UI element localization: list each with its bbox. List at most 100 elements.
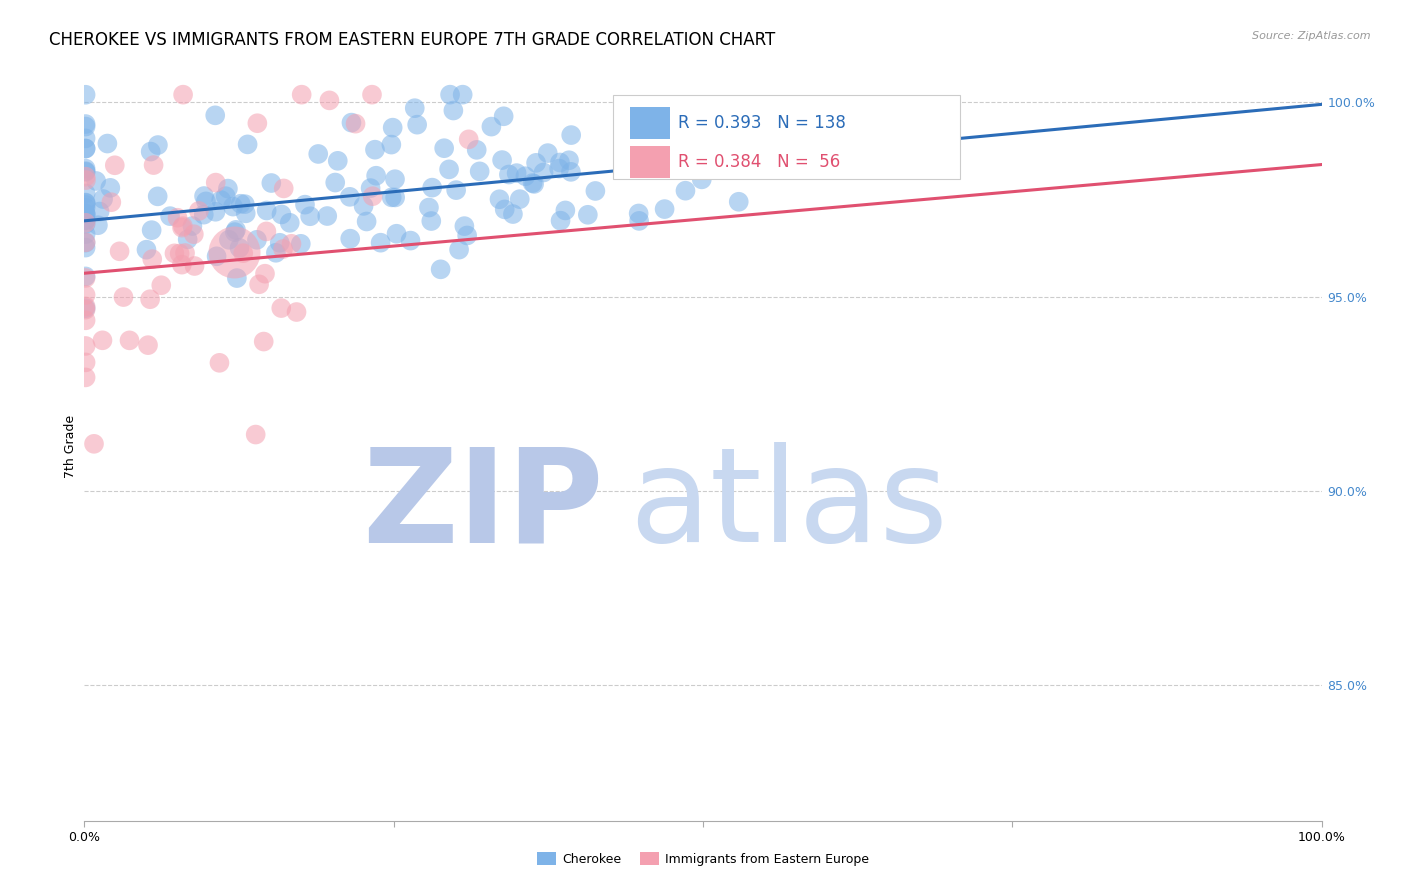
Point [75,87,97,102]
Point [75,213,97,227]
Point [229,196,252,211]
Point [576,208,599,222]
Point [904,155,927,169]
Point [381,120,404,135]
Point [166,211,188,225]
Point [75,207,97,221]
Text: atlas: atlas [628,442,948,569]
Point [136,338,159,352]
Point [353,199,375,213]
Point [491,153,513,167]
Point [457,132,479,146]
Point [444,183,467,197]
Point [280,236,302,251]
Point [146,138,169,153]
Point [537,146,560,161]
Point [187,203,209,218]
Point [75,301,97,315]
Point [75,165,97,179]
Point [370,235,392,250]
Point [505,166,527,180]
Point [299,209,322,223]
Point [75,201,97,215]
Point [170,220,193,235]
FancyBboxPatch shape [630,107,669,139]
Point [218,233,240,247]
Point [135,243,157,257]
FancyBboxPatch shape [613,95,960,178]
Point [437,162,460,177]
Point [294,197,316,211]
Point [361,189,384,203]
Point [139,292,162,306]
Point [492,109,515,123]
Point [75,195,97,210]
Point [675,184,697,198]
Point [75,120,97,134]
Point [524,156,547,170]
Point [181,219,204,233]
Point [84,174,107,188]
Point [209,193,232,207]
Point [204,176,226,190]
Point [479,120,502,134]
FancyBboxPatch shape [630,146,669,178]
Point [260,176,283,190]
Point [193,208,215,222]
Point [75,217,97,231]
Point [174,246,197,260]
Point [247,277,270,292]
Point [756,141,779,155]
Point [554,203,576,218]
Point [278,216,301,230]
Point [75,131,97,145]
Point [560,128,582,142]
Point [75,213,97,227]
Point [307,147,329,161]
Point [361,87,384,102]
Point [271,242,294,256]
Point [204,204,226,219]
Point [523,177,546,191]
Point [654,202,676,216]
Point [75,241,97,255]
Point [420,180,443,194]
Text: CHEROKEE VS IMMIGRANTS FROM EASTERN EUROPE 7TH GRADE CORRELATION CHART: CHEROKEE VS IMMIGRANTS FROM EASTERN EURO… [49,31,776,49]
Point [217,181,239,195]
Point [270,207,292,221]
Point [323,176,346,190]
Point [433,141,456,155]
Point [233,197,256,211]
Point [253,334,276,349]
Point [183,227,205,242]
Point [384,190,406,204]
Point [87,218,110,232]
Point [439,87,461,102]
Point [112,290,135,304]
Point [169,246,191,260]
Point [146,189,169,203]
Point [139,145,162,159]
Point [360,181,382,195]
Point [163,246,186,260]
Point [269,235,291,250]
Text: R = 0.384   N =  56: R = 0.384 N = 56 [678,153,841,171]
Text: ZIP: ZIP [363,442,605,569]
Point [246,233,269,247]
Point [441,103,464,118]
Point [488,192,510,206]
Point [224,225,246,239]
Text: R = 0.393   N = 138: R = 0.393 N = 138 [678,114,846,132]
Point [75,313,97,327]
Point [98,181,121,195]
Point [285,305,308,319]
Point [75,288,97,302]
Point [222,200,245,214]
Point [75,173,97,187]
Point [75,206,97,220]
Point [381,190,404,204]
Point [339,232,361,246]
Point [451,87,474,102]
Point [468,164,491,178]
Point [75,216,97,230]
